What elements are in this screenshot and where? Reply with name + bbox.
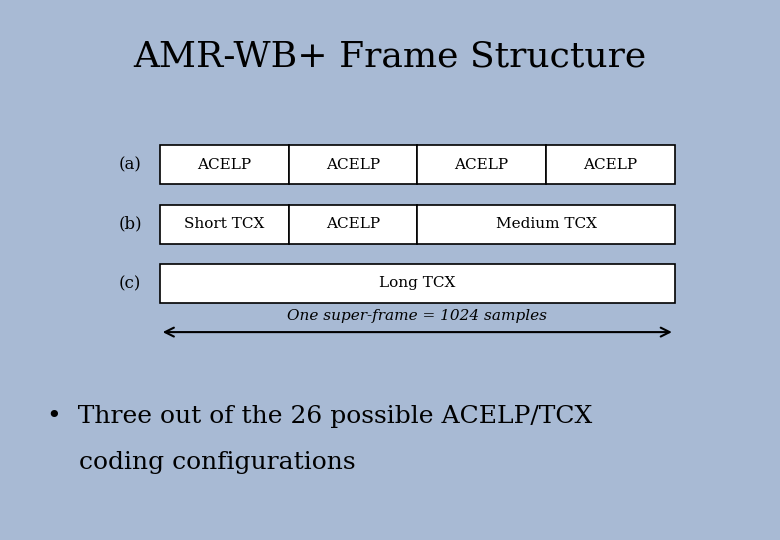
Text: ACELP: ACELP <box>326 217 380 231</box>
Text: (a): (a) <box>119 156 142 173</box>
Bar <box>160 145 289 184</box>
Bar <box>417 145 546 184</box>
Text: coding configurations: coding configurations <box>47 451 356 474</box>
Text: Long TCX: Long TCX <box>379 276 456 291</box>
Text: (b): (b) <box>119 215 142 233</box>
Bar <box>160 264 675 303</box>
Bar <box>289 205 417 244</box>
Text: (c): (c) <box>119 275 141 292</box>
Bar <box>417 205 675 244</box>
Text: One super-frame = 1024 samples: One super-frame = 1024 samples <box>287 309 548 323</box>
Text: AMR-WB+ Frame Structure: AMR-WB+ Frame Structure <box>133 40 647 73</box>
Text: Short TCX: Short TCX <box>184 217 264 231</box>
Text: ACELP: ACELP <box>326 158 380 172</box>
Text: ACELP: ACELP <box>197 158 251 172</box>
Bar <box>546 145 675 184</box>
Text: ACELP: ACELP <box>455 158 509 172</box>
Text: Medium TCX: Medium TCX <box>495 217 597 231</box>
Text: ACELP: ACELP <box>583 158 637 172</box>
Bar <box>289 145 417 184</box>
Bar <box>160 205 289 244</box>
Text: •  Three out of the 26 possible ACELP/TCX: • Three out of the 26 possible ACELP/TCX <box>47 405 592 428</box>
